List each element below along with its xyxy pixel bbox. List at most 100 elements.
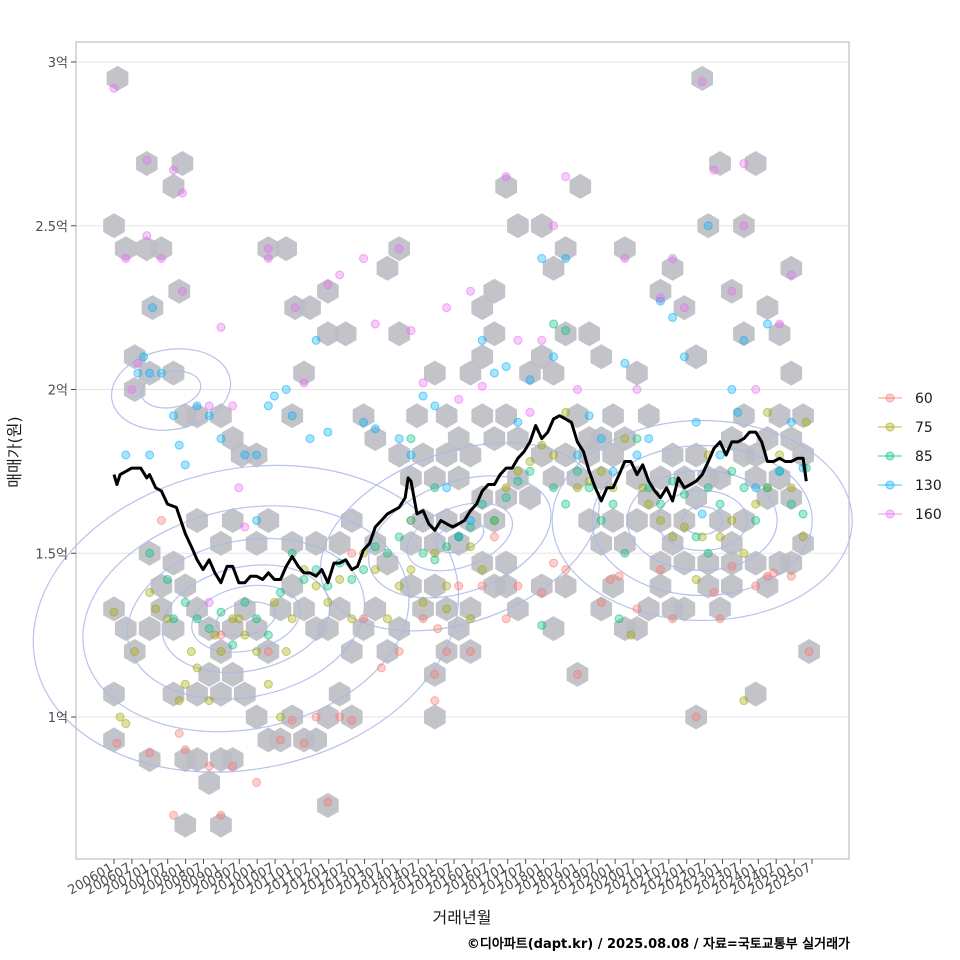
data-point-75 — [151, 604, 161, 614]
hexbin-cell — [685, 344, 707, 370]
hexbin-cell — [495, 403, 517, 429]
data-point-60 — [252, 778, 262, 787]
data-point-160 — [177, 286, 187, 296]
hexbin-cell — [459, 639, 482, 664]
hexbin-cell — [317, 321, 339, 347]
data-point-130 — [489, 368, 499, 378]
hexbin-cell — [293, 360, 315, 386]
hexbin-cell — [697, 213, 720, 239]
data-point-85 — [703, 483, 713, 493]
hexbin-cell — [673, 295, 696, 321]
data-point-130 — [216, 434, 226, 444]
data-point-75 — [370, 565, 380, 575]
hexbin-cell — [103, 596, 125, 622]
hexbin-cell — [221, 508, 244, 533]
data-point-75 — [638, 483, 648, 493]
hexbin-cell — [364, 426, 387, 452]
hexbin-cell — [531, 213, 553, 239]
scatter-points — [109, 77, 814, 820]
legend: 60 75 85 130 160 — [878, 391, 942, 523]
hexbin-cell — [483, 321, 506, 347]
data-point-85 — [549, 319, 559, 329]
data-point-160 — [121, 254, 131, 263]
data-point-85 — [228, 640, 238, 650]
data-point-60 — [347, 548, 357, 558]
data-point-85 — [727, 466, 737, 476]
hexbin-cell — [114, 616, 137, 642]
data-point-60 — [691, 712, 701, 722]
hexbin-cell — [756, 573, 779, 599]
hexbin-cell — [569, 173, 592, 199]
hexbin-cell — [364, 596, 387, 622]
data-point-60 — [145, 748, 155, 758]
data-point-75 — [162, 614, 172, 624]
hexbin-cell — [483, 426, 506, 452]
hexbin-cell — [590, 344, 613, 370]
hexbin-cell — [507, 596, 529, 622]
data-point-85 — [406, 516, 416, 525]
hexbin-cell — [744, 465, 767, 491]
data-point-130 — [465, 516, 475, 525]
hexbin-cell — [210, 403, 232, 429]
trend-line — [112, 414, 808, 585]
data-point-75 — [234, 614, 244, 624]
hexbin-cell — [341, 508, 363, 533]
data-point-85 — [549, 483, 559, 493]
hexbin-cell — [566, 661, 589, 687]
density-contour — [435, 520, 485, 554]
hexbin-cell — [138, 616, 161, 642]
hexbin-cell — [162, 550, 185, 576]
data-point-130 — [240, 450, 250, 460]
hexbin-cell — [495, 173, 517, 199]
data-point-130 — [252, 450, 262, 460]
data-point-75 — [186, 647, 196, 656]
data-point-130 — [192, 401, 202, 411]
data-point-60 — [572, 669, 582, 679]
data-point-60 — [275, 735, 285, 745]
data-point-75 — [655, 516, 665, 525]
hexbin-cell — [447, 426, 470, 452]
hexbin-cell — [198, 770, 220, 795]
data-point-160 — [133, 358, 143, 368]
data-point-60 — [169, 810, 179, 820]
data-point-160 — [679, 303, 689, 313]
data-point-130 — [169, 411, 179, 421]
hexbin-cell — [590, 530, 613, 556]
data-point-75 — [477, 565, 487, 575]
hexbin-cell — [507, 213, 529, 239]
data-point-75 — [572, 483, 582, 493]
hexbin-cell — [602, 508, 624, 533]
hexbin-cell — [388, 442, 410, 468]
data-point-60 — [489, 532, 499, 542]
density-contour — [110, 348, 232, 431]
hexbin-cell — [792, 442, 814, 468]
hexbin-cell — [507, 465, 529, 491]
data-point-75 — [442, 604, 452, 614]
hexbin-cell — [341, 639, 363, 664]
hexbin-cell — [352, 403, 375, 429]
hexbin-cell — [459, 508, 482, 533]
data-point-130 — [513, 417, 523, 427]
hexbin-cell — [400, 465, 422, 491]
hexbin-cell — [388, 616, 410, 642]
hexbin-cell — [198, 616, 220, 642]
hexbin-cell — [317, 278, 339, 304]
hexbin-cell — [471, 295, 494, 321]
data-point-75 — [668, 532, 678, 542]
density-contour — [551, 419, 853, 622]
data-point-130 — [537, 254, 547, 263]
data-point-130 — [644, 434, 654, 444]
hexbin-cell — [317, 792, 339, 818]
data-point-160 — [549, 221, 559, 231]
data-point-75 — [115, 712, 125, 722]
hexbin-cell — [186, 596, 208, 622]
data-point-60 — [442, 647, 452, 656]
data-point-85 — [513, 476, 523, 486]
data-point-75 — [644, 499, 654, 509]
data-point-60 — [430, 696, 440, 706]
data-point-85 — [252, 614, 262, 624]
data-point-75 — [691, 574, 701, 584]
data-point-75 — [465, 614, 475, 624]
data-point-85 — [614, 614, 624, 624]
hexbin-cell — [744, 681, 767, 707]
